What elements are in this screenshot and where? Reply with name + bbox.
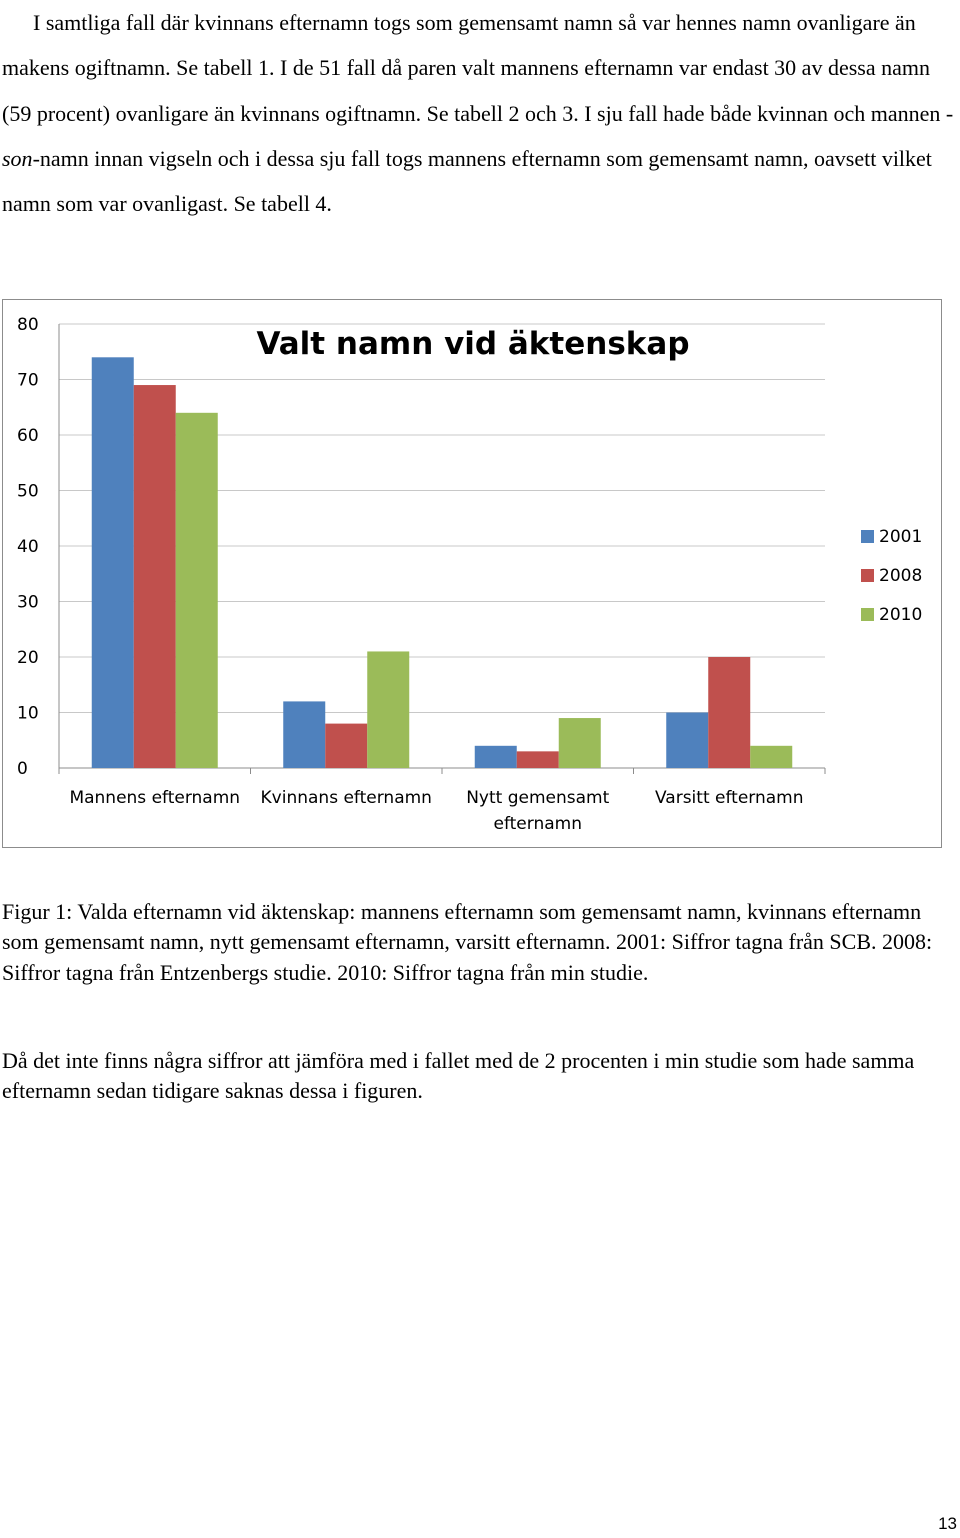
legend-label: 2001 xyxy=(879,527,922,547)
category-label: Mannens efternamn xyxy=(69,788,240,808)
legend-label: 2008 xyxy=(879,566,922,586)
bar xyxy=(283,701,326,768)
category-label: Nytt gemensamt xyxy=(466,788,609,808)
bar xyxy=(91,357,134,768)
bar xyxy=(367,651,410,768)
bar xyxy=(474,745,517,768)
y-tick-label: 30 xyxy=(17,593,39,613)
category-label: Varsitt efternamn xyxy=(655,788,804,808)
legend-swatch xyxy=(861,569,874,582)
body-paragraph-2: Då det inte finns några siffror att jämf… xyxy=(2,1048,915,1104)
legend-swatch xyxy=(861,608,874,621)
bar xyxy=(708,657,751,768)
y-tick-label: 0 xyxy=(17,759,28,779)
y-tick-label: 20 xyxy=(17,648,39,668)
y-tick-label: 60 xyxy=(17,426,39,446)
y-tick-label: 10 xyxy=(17,704,39,724)
chart-frame: 0 10 20 30 40 50 60 70 80 Mannens efternamn Kvinna… xyxy=(2,299,942,848)
bar xyxy=(516,751,559,768)
y-tick-label: 50 xyxy=(17,482,39,502)
y-tick-label: 70 xyxy=(17,371,39,391)
figure-caption: Figur 1: Valda efternamn vid äktenskap: … xyxy=(2,899,933,985)
legend-swatch xyxy=(861,530,874,543)
y-tick-label: 40 xyxy=(17,537,39,557)
bar xyxy=(750,745,793,768)
paragraph-text-b: -namn innan vigseln och i dessa sju fall… xyxy=(2,145,932,217)
bar xyxy=(133,385,176,768)
paragraph-text-a: I samtliga fall där kvinnans efternamn t… xyxy=(2,10,954,126)
y-tick-label: 80 xyxy=(17,315,39,335)
bar xyxy=(666,712,709,768)
chart-title: Valt namn vid äktenskap xyxy=(256,326,689,362)
bar-chart: 0 10 20 30 40 50 60 70 80 Mannens efternamn Kvinna… xyxy=(17,315,922,834)
bar xyxy=(325,723,368,768)
category-label: Kvinnans efternamn xyxy=(261,788,432,808)
bar xyxy=(175,412,218,768)
emphasis-son: son xyxy=(2,145,33,171)
legend-label: 2010 xyxy=(879,605,922,625)
bar xyxy=(558,718,601,768)
body-paragraph: I samtliga fall där kvinnans efternamn t… xyxy=(2,0,956,226)
category-label: efternamn xyxy=(494,814,583,834)
page-number: 13 xyxy=(938,1514,957,1533)
